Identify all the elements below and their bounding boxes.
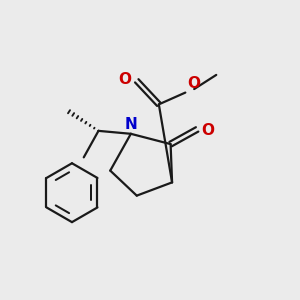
Text: O: O bbox=[202, 123, 214, 138]
Text: N: N bbox=[124, 117, 137, 132]
Text: O: O bbox=[187, 76, 200, 91]
Text: O: O bbox=[118, 72, 131, 87]
